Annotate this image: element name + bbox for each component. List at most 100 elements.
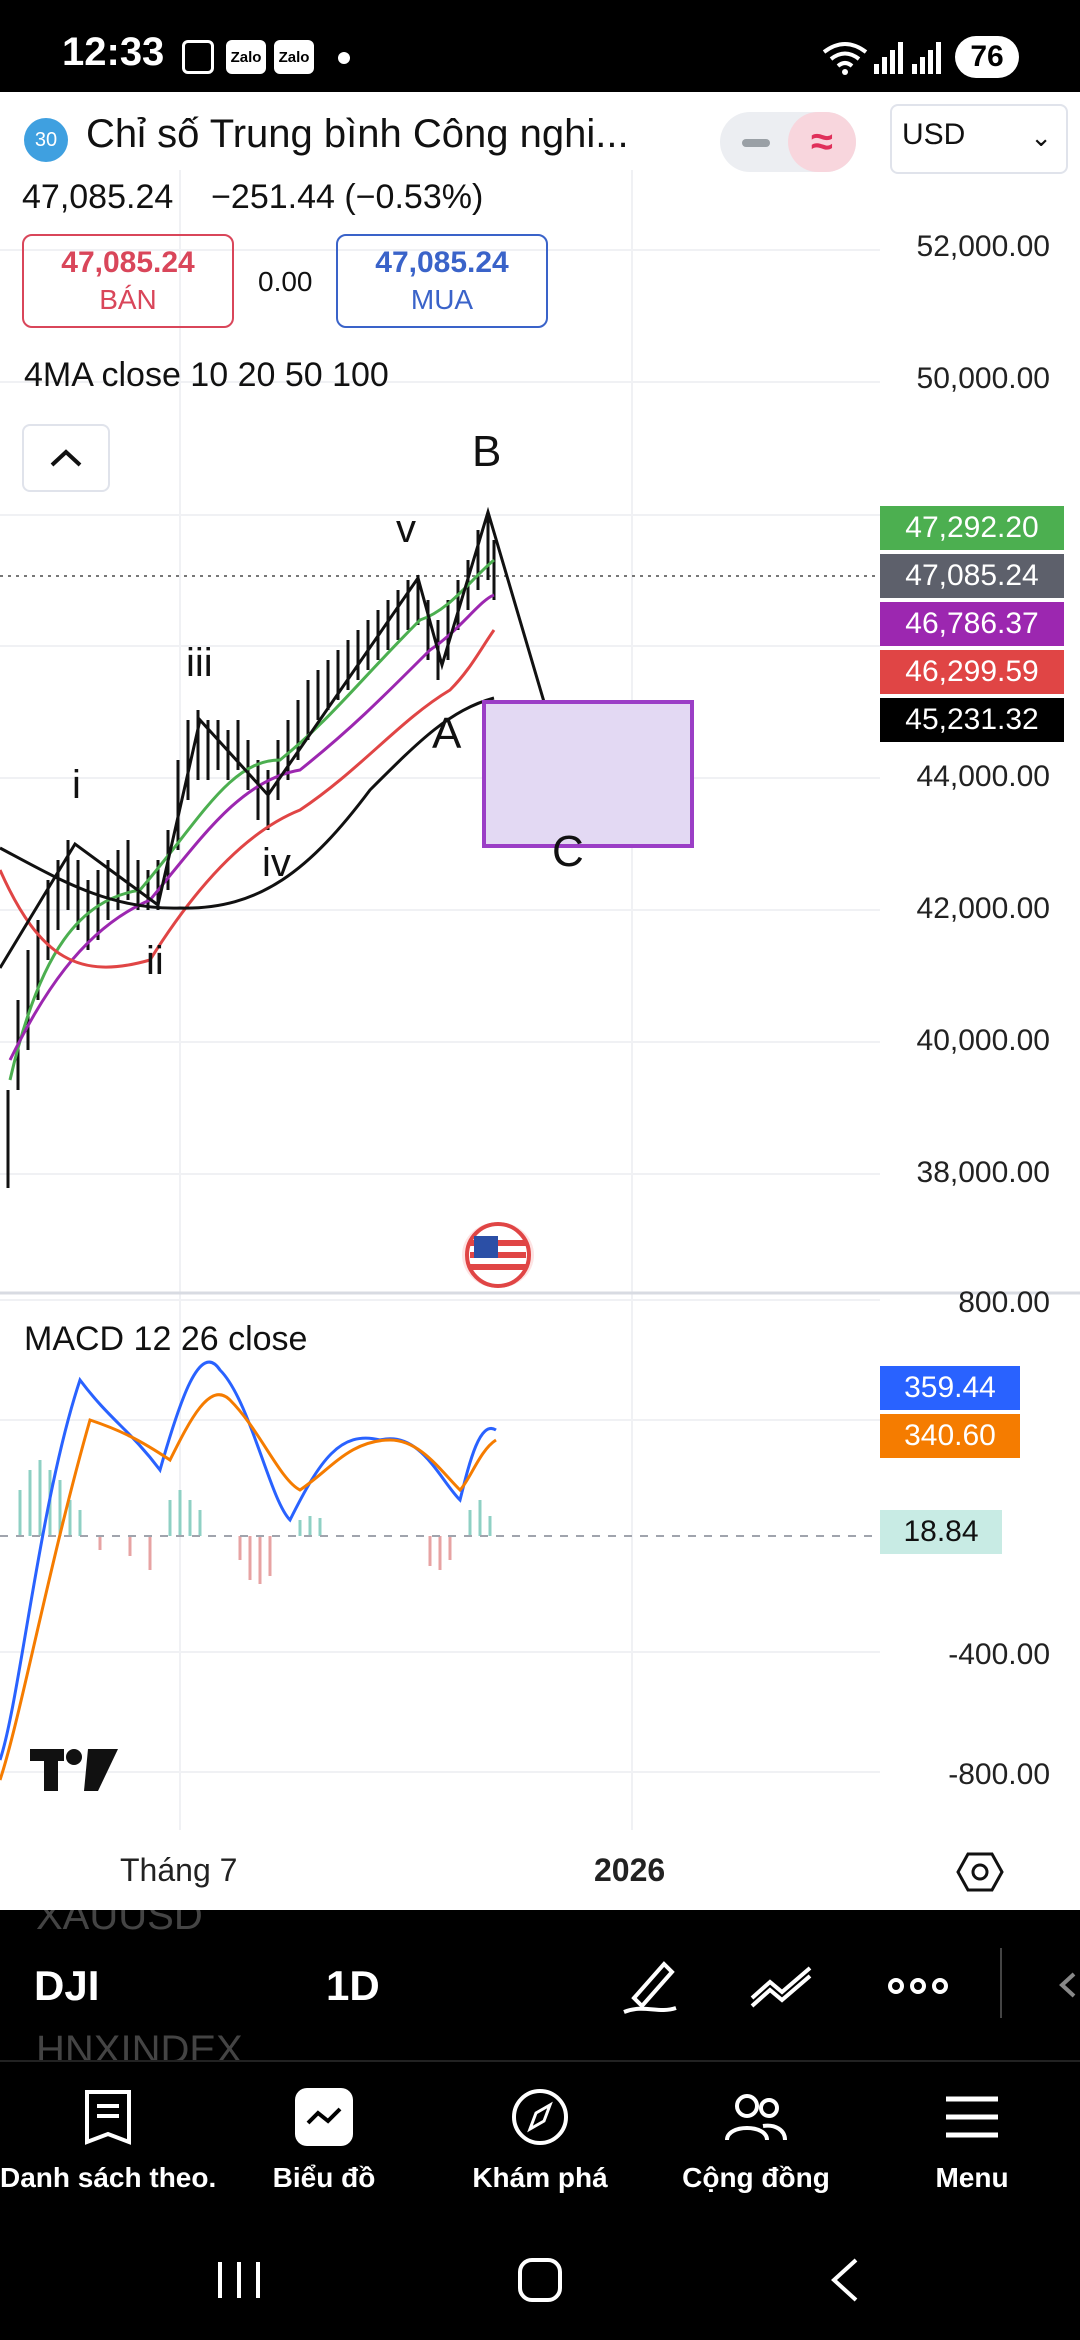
flag-icon[interactable] bbox=[462, 1222, 534, 1288]
macd-value-tag: 359.44 bbox=[880, 1366, 1020, 1410]
sell-button[interactable]: 47,085.24 BÁN bbox=[22, 234, 234, 328]
back-icon[interactable] bbox=[828, 2256, 860, 2304]
symbol-title[interactable]: Chỉ số Trung bình Công nghi... bbox=[86, 112, 629, 156]
compare-toggle[interactable]: ≈ bbox=[720, 112, 856, 172]
wave-label-v: v bbox=[396, 507, 416, 551]
wave-label-C: C bbox=[552, 827, 584, 876]
last-price: 47,085.24 bbox=[22, 178, 174, 216]
status-time: 12:33 bbox=[62, 30, 165, 74]
chevron-left-icon[interactable] bbox=[1056, 1970, 1076, 2000]
screenshot-icon bbox=[182, 40, 214, 74]
toolbar-divider bbox=[1000, 1948, 1002, 2018]
macd-level: 800.00 bbox=[958, 1286, 1050, 1319]
price-level: 50,000.00 bbox=[916, 362, 1050, 395]
tradingview-logo bbox=[30, 1742, 120, 1809]
system-nav-bar bbox=[0, 2220, 1080, 2340]
wave-label-ii: ii bbox=[146, 939, 164, 983]
chart-area[interactable]: i ii iii iv v A B C bbox=[0, 92, 1080, 1910]
settings-icon[interactable] bbox=[956, 1850, 1004, 1894]
sell-label: BÁN bbox=[99, 284, 157, 315]
currency-select[interactable]: USD ⌄ bbox=[890, 104, 1068, 174]
symbol-picker-next[interactable]: HNXINDEX bbox=[36, 2028, 243, 2060]
spread-value: 0.00 bbox=[258, 266, 313, 297]
nav-label: Biểu đồ bbox=[272, 2162, 376, 2193]
nav-explore[interactable]: Khám phá bbox=[432, 2072, 648, 2194]
x-axis-label: Tháng 7 bbox=[120, 1852, 238, 1888]
histogram-value-tag: 18.84 bbox=[880, 1510, 1002, 1554]
price-quote: 47,085.24 −251.44 (−0.53%) bbox=[22, 178, 483, 217]
minus-icon[interactable] bbox=[742, 139, 770, 147]
buy-price: 47,085.24 bbox=[375, 246, 509, 279]
nav-menu[interactable]: Menu bbox=[864, 2072, 1080, 2194]
zalo-icon: Zalo bbox=[226, 40, 266, 74]
bottom-nav: Danh sách theo... Biểu đồ Khám phá Cộng … bbox=[0, 2060, 1080, 2220]
community-icon bbox=[725, 2094, 787, 2141]
wifi-icon bbox=[822, 42, 868, 75]
signal-value-tag: 340.60 bbox=[880, 1414, 1020, 1458]
x-axis-label: 2026 bbox=[594, 1852, 666, 1888]
menu-icon bbox=[946, 2096, 998, 2138]
buy-button[interactable]: 47,085.24 MUA bbox=[336, 234, 548, 328]
timeframe-picker[interactable]: 1D bbox=[326, 1962, 380, 2009]
nav-label: Menu bbox=[935, 2162, 1009, 2193]
nav-watchlist[interactable]: Danh sách theo... bbox=[0, 2072, 216, 2194]
draw-icon[interactable] bbox=[614, 1954, 686, 2018]
more-notifications-dot bbox=[338, 52, 350, 64]
price-level: 38,000.00 bbox=[916, 1156, 1050, 1189]
ma-50-line bbox=[0, 629, 496, 969]
buy-label: MUA bbox=[410, 284, 474, 315]
status-bar: 12:33 Zalo Zalo 76 bbox=[0, 0, 1080, 92]
sell-price: 47,085.24 bbox=[61, 246, 195, 279]
ma-20-line bbox=[8, 593, 495, 1061]
macd-line bbox=[0, 1360, 497, 1761]
macd-level: -800.00 bbox=[948, 1758, 1050, 1791]
price-level: 44,000.00 bbox=[916, 760, 1050, 793]
compare-icon[interactable]: ≈ bbox=[788, 112, 856, 172]
chart-svg[interactable]: i ii iii iv v A B C bbox=[0, 92, 1080, 1910]
ma-100-tag: 45,231.32 bbox=[880, 698, 1064, 742]
wave-label-B: B bbox=[472, 427, 501, 476]
wave-label-iv: iv bbox=[262, 841, 291, 885]
nav-label: Cộng đồng bbox=[682, 2162, 830, 2193]
macd-histogram bbox=[18, 1460, 492, 1584]
nav-label: Khám phá bbox=[472, 2162, 608, 2193]
more-icon[interactable] bbox=[882, 1954, 954, 2018]
compass-icon bbox=[512, 2089, 568, 2145]
currency-value: USD bbox=[902, 118, 966, 151]
ma-10-line bbox=[8, 558, 495, 1081]
chevron-down-icon: ⌄ bbox=[1030, 122, 1052, 152]
ma-indicator-legend[interactable]: 4MA close 10 20 50 100 bbox=[24, 356, 389, 394]
home-icon[interactable] bbox=[516, 2256, 564, 2304]
nav-community[interactable]: Cộng đồng bbox=[648, 2072, 864, 2194]
macd-level: -400.00 bbox=[948, 1638, 1050, 1671]
last-price-tag: 47,085.24 bbox=[880, 554, 1064, 598]
battery-indicator: 76 bbox=[955, 36, 1019, 78]
macd-indicator-legend[interactable]: MACD 12 26 close bbox=[24, 1320, 308, 1358]
nav-label: Danh sách theo... bbox=[0, 2162, 216, 2193]
price-level: 40,000.00 bbox=[916, 1024, 1050, 1057]
price-level: 52,000.00 bbox=[916, 230, 1050, 263]
watchlist-icon bbox=[85, 2090, 131, 2145]
ma-100-line bbox=[0, 696, 495, 910]
nav-chart[interactable]: Biểu đồ bbox=[216, 2072, 432, 2194]
grid-lines bbox=[0, 170, 880, 1830]
elliott-wave-lines bbox=[0, 506, 572, 969]
wave-label-iii: iii bbox=[186, 641, 213, 685]
price-change: −251.44 (−0.53%) bbox=[211, 178, 484, 216]
symbol-picker[interactable]: DJI bbox=[34, 1962, 100, 2009]
indicators-icon[interactable] bbox=[746, 1954, 818, 2018]
wave-label-i: i bbox=[72, 763, 81, 807]
collapse-button[interactable] bbox=[22, 424, 110, 492]
symbol-logo[interactable]: 30 bbox=[24, 118, 68, 162]
ma-20-tag: 46,786.37 bbox=[880, 602, 1064, 646]
wave-label-A: A bbox=[432, 709, 462, 758]
zalo-icon-2: Zalo bbox=[274, 40, 314, 74]
recent-apps-icon[interactable] bbox=[214, 2258, 264, 2302]
signal-icon bbox=[874, 42, 941, 74]
target-zone bbox=[482, 700, 694, 848]
price-level: 42,000.00 bbox=[916, 892, 1050, 925]
chart-icon bbox=[295, 2088, 353, 2146]
symbol-picker-prev[interactable]: XAUUSD bbox=[36, 1910, 203, 1938]
signal-line bbox=[0, 1393, 497, 1781]
chart-toolbar: XAUUSD DJI HNXINDEX 1D bbox=[0, 1910, 1080, 2060]
